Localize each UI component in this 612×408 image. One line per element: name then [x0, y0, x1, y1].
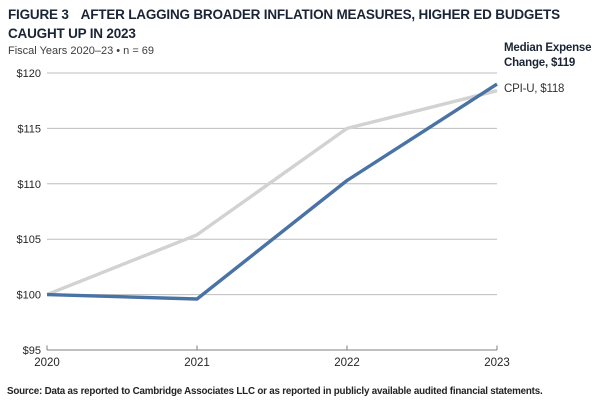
figure-subtitle: Fiscal Years 2020–23 • n = 69 [8, 45, 155, 57]
x-axis-tick-label: 2023 [484, 357, 510, 369]
title-line2: CAUGHT UP IN 2023 [8, 26, 136, 41]
figure-number: FIGURE 3 [8, 7, 69, 22]
series-line-cpi-u [46, 89, 498, 297]
x-axis-tick-label: 2020 [34, 357, 60, 369]
series-label-median-expense: Median Expense Change, $119 [504, 42, 592, 69]
x-axis-tick-label: 2021 [184, 357, 210, 369]
y-axis-tick-label: $115 [17, 123, 41, 135]
y-axis-tick-label: $105 [17, 234, 41, 246]
title-line1: AFTER LAGGING BROADER INFLATION MEASURES… [80, 7, 560, 22]
x-axis-tick-label: 2022 [334, 357, 360, 369]
y-axis-tick-label: $100 [17, 290, 41, 302]
figure-title: FIGURE 3 AFTER LAGGING BROADER INFLATION … [8, 5, 598, 43]
source-note: Source: Data as reported to Cambridge As… [7, 386, 543, 397]
y-axis-tick-label: $120 [17, 68, 41, 80]
series-label-cpi-u: CPI-U, $118 [504, 83, 565, 95]
series-line-median-expense-change [46, 82, 498, 301]
y-axis-tick-label: $95 [23, 345, 41, 357]
y-axis-tick-label: $110 [17, 179, 41, 191]
